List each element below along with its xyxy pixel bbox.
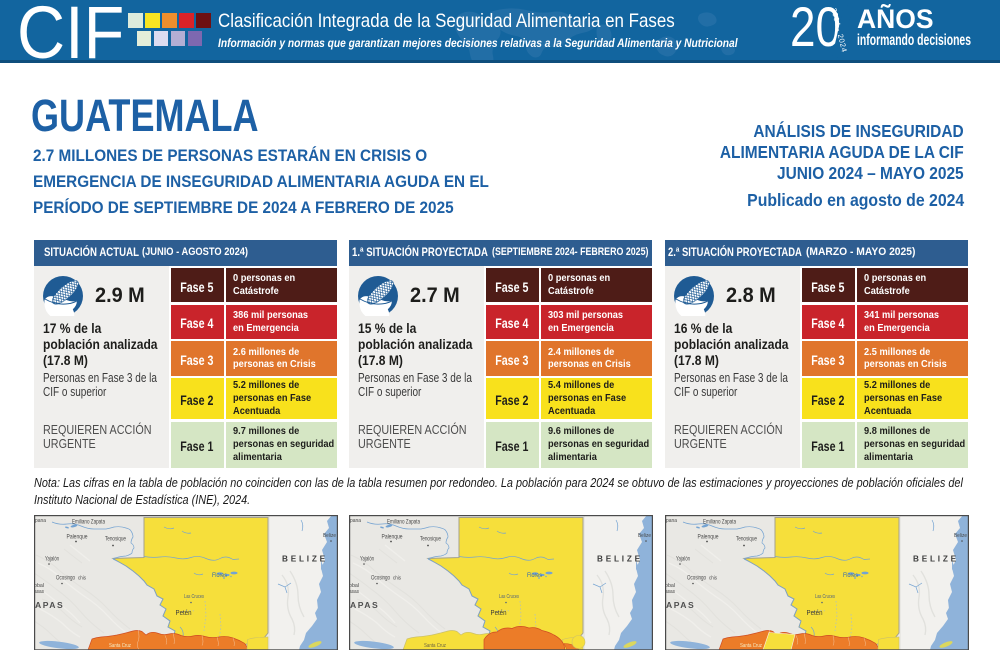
svg-text:Santa Cruz: Santa Cruz (740, 643, 762, 649)
svg-text:Santa Cruz: Santa Cruz (424, 643, 446, 649)
svg-text:Santa Cruz: Santa Cruz (109, 643, 131, 649)
